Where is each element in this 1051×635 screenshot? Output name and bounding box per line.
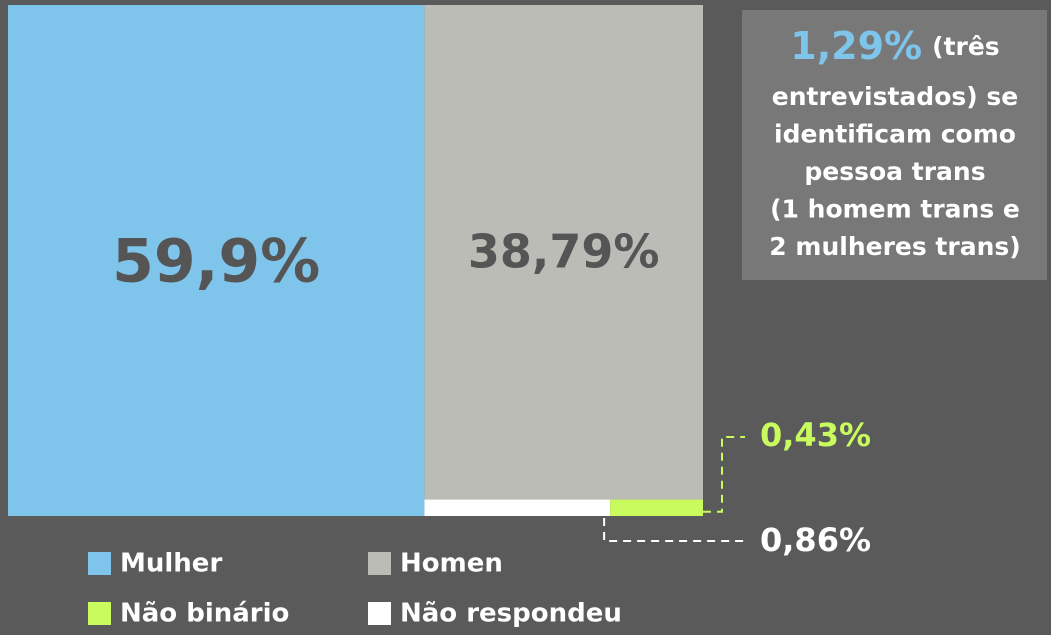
- value-label: 0,43%: [760, 416, 871, 454]
- legend-swatch: [368, 552, 391, 575]
- annotation-line: 2 mulheres trans): [769, 232, 1020, 261]
- annotation-text: (três: [932, 32, 1000, 61]
- tile: [424, 499, 611, 516]
- annotation-line: entrevistados) se: [772, 82, 1018, 111]
- legend-swatch: [368, 602, 391, 625]
- value-label: 38,79%: [468, 225, 660, 279]
- legend-label: Não respondeu: [400, 599, 622, 629]
- leader-line: [603, 518, 745, 542]
- annotation-value: 1,29%: [790, 24, 922, 68]
- annotation-line: (1 homem trans e: [770, 195, 1020, 224]
- legend-swatch: [88, 552, 111, 575]
- annotation-line: 1,29% (três: [790, 24, 999, 68]
- tile: [424, 5, 703, 500]
- tile: [610, 499, 703, 516]
- value-label: 0,86%: [760, 521, 871, 559]
- annotation-box: [742, 10, 1047, 280]
- legend-swatch: [88, 602, 111, 625]
- value-label: 59,9%: [112, 227, 320, 297]
- legend-label: Homen: [400, 549, 503, 579]
- legend-label: Mulher: [120, 549, 222, 579]
- tile: [8, 5, 425, 516]
- annotation-line: pessoa trans: [804, 157, 985, 186]
- annotation-line: identificam como: [774, 120, 1016, 149]
- legend-label: Não binário: [120, 599, 289, 629]
- leader-line: [703, 436, 745, 513]
